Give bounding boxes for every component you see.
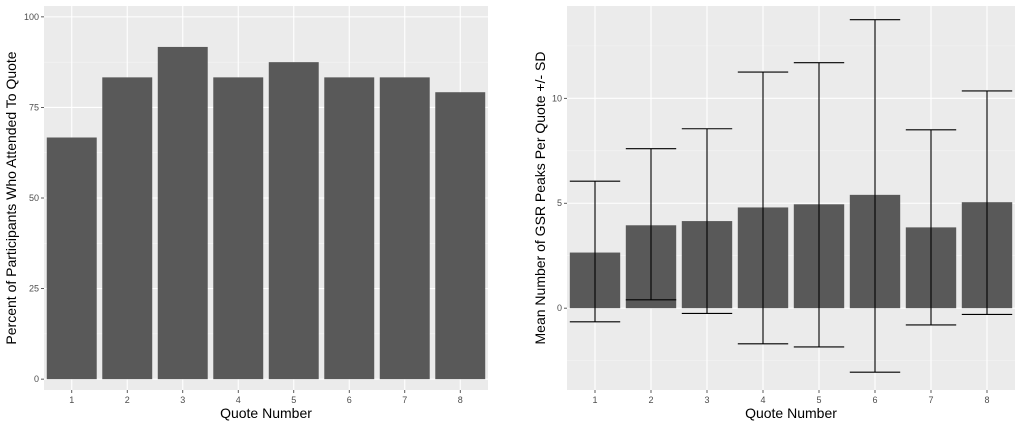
x-tick-label: 8: [458, 395, 463, 405]
x-tick-label: 7: [402, 395, 407, 405]
bar-quote-4: [213, 77, 264, 380]
error-bar-quote-7: [905, 129, 957, 326]
x-axis-title: Quote Number: [745, 405, 837, 421]
y-tick-label: 50: [29, 193, 39, 203]
error-bar-quote-4: [737, 71, 789, 345]
bar-quote-5: [268, 62, 319, 380]
bar-quote-2: [102, 77, 153, 380]
bar-quote-3: [157, 46, 208, 380]
x-tick-label: 3: [180, 395, 185, 405]
x-tick-label: 6: [347, 395, 352, 405]
x-tick-label: 4: [236, 395, 241, 405]
y-tick-label: 0: [34, 374, 39, 384]
x-tick-label: 6: [872, 395, 877, 405]
chart-left: 0 25 50 75 100 1 2 3 4 5 6 7 8 Quote Number Percent of…: [3, 6, 488, 421]
chart-right: 0 5 10 1 2 3 4 5 6 7 8 Quote Number Mean Number of G…: [532, 6, 1015, 421]
x-tick-label: 1: [69, 395, 74, 405]
x-tick-label: 3: [704, 395, 709, 405]
y-tick-label: 5: [557, 198, 562, 208]
y-axis-title: Percent of Participants Who Attended To …: [3, 51, 19, 344]
error-bar-quote-8: [961, 90, 1013, 316]
x-tick-label: 2: [648, 395, 653, 405]
x-tick-label: 4: [760, 395, 765, 405]
y-tick-label: 0: [557, 303, 562, 313]
bar-quote-6: [324, 77, 375, 380]
x-tick-label: 2: [125, 395, 130, 405]
x-tick-label: 5: [816, 395, 821, 405]
bar-quote-1: [46, 137, 97, 380]
y-tick-label: 25: [29, 284, 39, 294]
error-bar-quote-3: [681, 128, 733, 314]
error-bar-quote-6: [849, 19, 901, 373]
y-tick-label: 10: [552, 93, 562, 103]
error-bar-quote-1: [569, 180, 621, 323]
x-axis-title: Quote Number: [220, 405, 312, 421]
bar-quote-8: [435, 92, 486, 380]
plot-panel: [567, 6, 1015, 390]
x-tick-label: 5: [291, 395, 296, 405]
x-tick-label: 1: [592, 395, 597, 405]
y-tick-label: 100: [24, 12, 39, 22]
bar-quote-7: [379, 77, 430, 380]
x-tick-label: 7: [928, 395, 933, 405]
y-tick-label: 75: [29, 102, 39, 112]
error-bar-quote-2: [625, 148, 677, 301]
x-tick-label: 8: [984, 395, 989, 405]
error-bar-quote-5: [793, 62, 845, 348]
y-axis-title: Mean Number of GSR Peaks Per Quote +/- S…: [532, 52, 548, 345]
